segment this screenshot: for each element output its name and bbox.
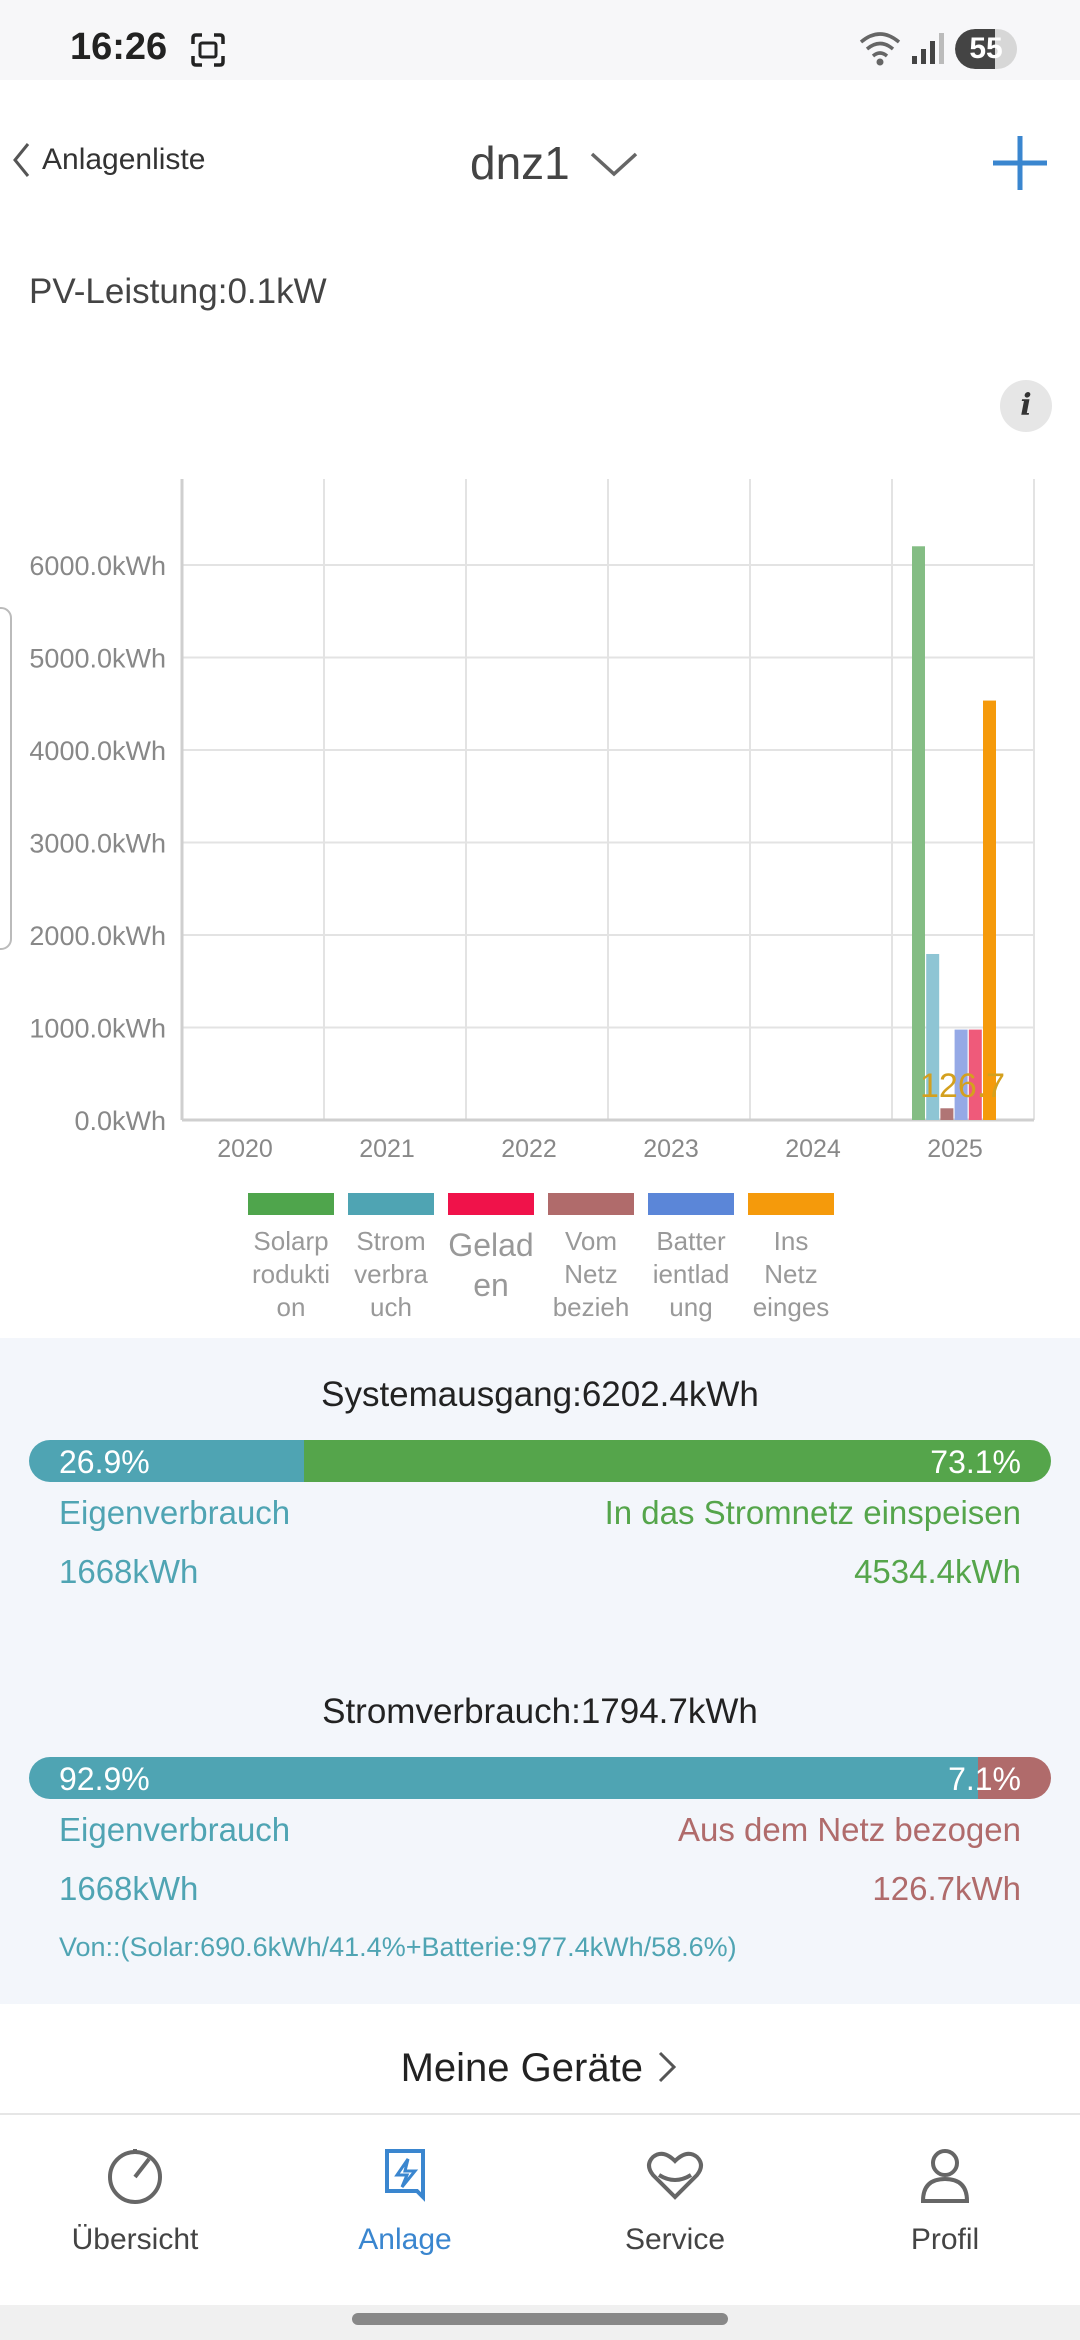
x-tick-label: 2024 <box>785 1135 841 1163</box>
x-tick-label: 2021 <box>359 1135 415 1163</box>
nav-service-label: Service <box>624 2223 726 2256</box>
y-tick-label: 4000.0kWh <box>29 736 166 766</box>
grid-import-label: Aus dem Netz bezogen <box>677 1811 1021 1848</box>
x-tick-label: 2025 <box>927 1135 983 1163</box>
feed-in-segment <box>304 1440 1051 1482</box>
battery-icon: 55 <box>955 29 1017 69</box>
y-tick-label: 1000.0kWh <box>29 1014 166 1044</box>
data-label: 126.7 <box>920 1067 1005 1105</box>
nav-overview[interactable]: Übersicht <box>35 2145 235 2257</box>
wifi-icon <box>859 32 901 66</box>
nav-overview-label: Übersicht <box>71 2223 199 2256</box>
feed-in-percent: 73.1% <box>930 1444 1021 1480</box>
legend-item[interactable]: Strom verbra uch <box>341 1193 441 1324</box>
legend-swatch <box>448 1193 534 1215</box>
bar-stromverbrauch <box>926 953 940 1120</box>
signal-icon <box>912 33 944 64</box>
legend-label: Gelad en <box>448 1227 534 1303</box>
self-consumption-label: Eigenverbrauch <box>59 1494 291 1531</box>
legend-swatch <box>248 1193 334 1215</box>
bar-ins-netz-einges <box>983 700 996 1120</box>
back-label: Anlagenliste <box>42 143 206 176</box>
own-consumption-percent: 92.9% <box>59 1761 150 1797</box>
back-button[interactable]: Anlagenliste <box>10 140 205 180</box>
consumption-bar: 92.9% 7.1% <box>29 1757 1051 1799</box>
self-consumption-percent: 26.9% <box>59 1444 150 1480</box>
page-title: dnz1 <box>470 137 570 189</box>
nav-profile[interactable]: Profil <box>845 2145 1045 2257</box>
chevron-left-icon <box>13 143 30 177</box>
nav-service[interactable]: Service <box>575 2145 775 2257</box>
screenshot-icon <box>191 33 225 67</box>
plant-selector[interactable]: dnz1 <box>470 136 640 190</box>
y-tick-label: 3000.0kWh <box>29 829 166 859</box>
bottom-nav: Übersicht Anlage Service Profil <box>0 2113 1080 2305</box>
home-indicator[interactable] <box>352 2313 728 2325</box>
x-tick-label: 2020 <box>217 1135 273 1163</box>
legend-label: Solarp rodukti on <box>251 1226 331 1322</box>
legend-item[interactable]: Solarp rodukti on <box>241 1193 341 1324</box>
grid-import-value: 126.7kWh <box>872 1870 1021 1907</box>
energy-chart: 0.0kWh 1000.0kWh 2000.0kWh 3000.0kWh 4000.0k… <box>29 479 1035 1163</box>
y-tick-label: 2000.0kWh <box>29 921 166 951</box>
x-tick-label: 2023 <box>643 1135 699 1163</box>
feed-in-label: In das Stromnetz einspeisen <box>604 1494 1021 1531</box>
legend-label: Batter ientlad ung <box>652 1226 730 1322</box>
nav-plant-label: Anlage <box>358 2223 452 2256</box>
chevron-down-icon <box>590 152 637 177</box>
system-output-title: Systemausgang:6202.4kWh <box>321 1375 759 1414</box>
pv-power: PV-Leistung:0.1kW <box>29 272 327 311</box>
chevron-right-icon <box>659 2051 677 2083</box>
bar-geladen <box>968 1029 982 1120</box>
own-consumption-segment <box>29 1757 978 1799</box>
y-tick-label: 0.0kWh <box>74 1106 166 1136</box>
legend-item[interactable]: Gelad en <box>441 1193 541 1305</box>
legend-swatch <box>648 1193 734 1215</box>
bar-solarproduktion <box>912 546 925 1120</box>
legend-label: Strom verbra uch <box>354 1226 428 1322</box>
grid-import-segment <box>978 1757 1051 1799</box>
x-tick-label: 2022 <box>501 1135 557 1163</box>
legend-label: Ins Netz einges <box>752 1226 830 1322</box>
self-consumption-segment <box>29 1440 304 1482</box>
legend-item[interactable]: Vom Netz bezieh <box>541 1193 641 1324</box>
y-tick-label: 5000.0kWh <box>29 644 166 674</box>
status-bar <box>0 0 1080 80</box>
system-output-bar: 26.9% 73.1% <box>29 1440 1051 1482</box>
my-devices-link[interactable]: Meine Geräte <box>0 2046 1080 2091</box>
legend-item[interactable]: Batter ientlad ung <box>641 1193 741 1324</box>
service-heart-icon <box>647 2151 703 2200</box>
legend-swatch <box>348 1193 434 1215</box>
add-plant-button[interactable] <box>990 133 1050 193</box>
nav-plant[interactable]: Anlage <box>305 2145 505 2257</box>
my-devices-label: Meine Geräte <box>400 2046 643 2090</box>
self-consumption-value: 1668kWh <box>59 1553 199 1590</box>
chart-legend: Solarp rodukti on Strom verbra uch Gelad en Vom N… <box>241 1193 841 1343</box>
nav-profile-label: Profil <box>910 2223 980 2256</box>
battery-level: 55 <box>969 32 1003 65</box>
own-consumption-value: 1668kWh <box>59 1870 199 1907</box>
dashboard-icon <box>108 2149 162 2204</box>
info-icon[interactable]: i <box>1000 380 1052 432</box>
plus-icon <box>993 136 1047 190</box>
own-consumption-label: Eigenverbrauch <box>59 1811 291 1848</box>
status-time: 16:26 <box>70 26 168 68</box>
profile-icon <box>920 2149 970 2203</box>
consumption-title: Stromverbrauch:1794.7kWh <box>322 1692 758 1731</box>
legend-label: Vom Netz bezieh <box>552 1226 630 1322</box>
legend-item[interactable]: Ins Netz einges <box>741 1193 841 1324</box>
y-tick-label: 6000.0kWh <box>29 551 166 581</box>
plant-icon <box>385 2149 425 2202</box>
grid-import-percent: 7.1% <box>948 1761 1021 1797</box>
legend-swatch <box>548 1193 634 1215</box>
legend-swatch <box>748 1193 834 1215</box>
source-breakdown: Von::(Solar:690.6kWh/41.4%+Batterie:977.… <box>59 1932 737 1962</box>
feed-in-value: 4534.4kWh <box>854 1553 1021 1590</box>
bar-vom-netz-bezieh <box>940 1108 954 1120</box>
bar-batterientladung <box>954 1029 968 1120</box>
